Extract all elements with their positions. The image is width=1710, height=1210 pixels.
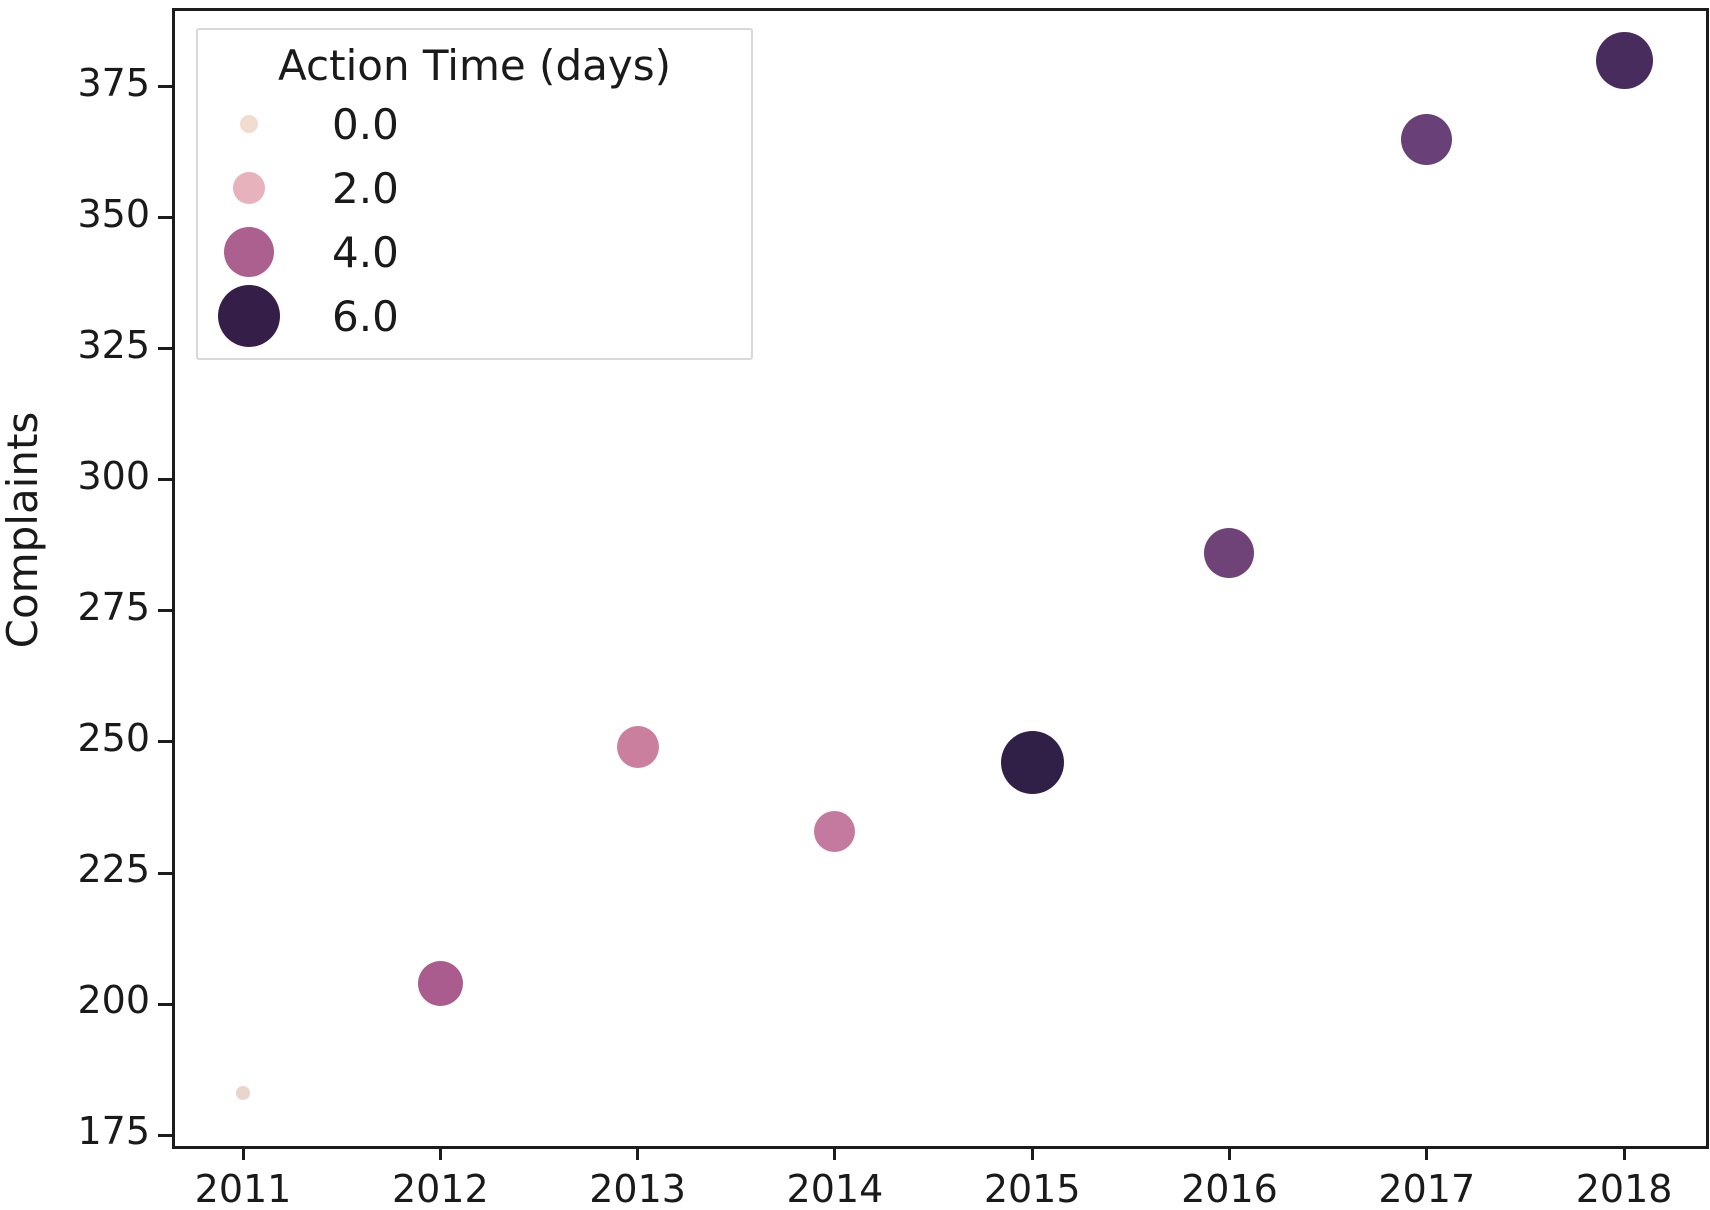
x-tick-mark: [1030, 1146, 1034, 1160]
x-tick-mark: [636, 1146, 640, 1160]
y-tick-mark: [158, 216, 172, 220]
x-tick-label: 2016: [1181, 1167, 1278, 1210]
legend: Action Time (days) 0.0 2.0 4.0 6.0: [196, 28, 753, 360]
data-point-2015: [1000, 731, 1064, 795]
y-tick-mark: [158, 478, 172, 482]
legend-rows: 0.0 2.0 4.0 6.0: [198, 92, 751, 348]
x-tick-label: 2015: [983, 1167, 1081, 1210]
data-point-2018: [1595, 31, 1653, 89]
legend-row: 2.0: [198, 156, 751, 220]
y-tick-label: 325: [77, 322, 150, 367]
x-tick-label: 2012: [391, 1167, 489, 1210]
y-tick-mark: [158, 1133, 172, 1137]
data-point-2011: [236, 1086, 251, 1101]
x-tick-mark: [833, 1146, 837, 1160]
data-point-2013: [616, 726, 659, 769]
legend-row: 4.0: [198, 220, 751, 284]
x-tick-label: 2011: [194, 1167, 292, 1210]
legend-row: 6.0: [198, 284, 751, 348]
x-tick-mark: [1227, 1146, 1231, 1160]
legend-marker-cell: [214, 172, 284, 204]
y-tick-mark: [158, 740, 172, 744]
x-tick-mark: [438, 1146, 442, 1160]
legend-entry-label: 2.0: [332, 163, 399, 213]
y-tick-mark: [158, 609, 172, 613]
y-tick-label: 350: [77, 191, 150, 236]
legend-entry-label: 4.0: [332, 227, 399, 277]
legend-marker-circle: [233, 172, 265, 204]
x-tick-label: 2013: [589, 1167, 686, 1210]
legend-row: 0.0: [198, 92, 751, 156]
y-tick-label: 175: [77, 1109, 150, 1154]
y-tick-mark: [158, 347, 172, 351]
x-tick-mark: [1622, 1146, 1626, 1160]
y-tick-label: 225: [77, 847, 150, 891]
legend-marker-circle: [224, 227, 274, 277]
legend-entry-label: 0.0: [332, 99, 399, 149]
y-tick-label: 200: [77, 978, 150, 1023]
y-tick-label: 275: [77, 584, 150, 629]
x-tick-label: 2017: [1378, 1167, 1476, 1210]
legend-marker-circle: [240, 115, 258, 133]
legend-marker-cell: [214, 285, 284, 347]
x-tick-mark: [241, 1146, 245, 1160]
x-tick-label: 2018: [1575, 1167, 1673, 1210]
data-point-2014: [814, 810, 856, 852]
data-point-2017: [1401, 113, 1453, 165]
legend-marker-circle: [218, 285, 280, 347]
y-tick-mark: [158, 1002, 172, 1006]
y-tick-label: 375: [77, 60, 150, 105]
y-tick-label: 250: [77, 715, 150, 760]
legend-marker-cell: [214, 227, 284, 277]
legend-marker-cell: [214, 115, 284, 133]
y-tick-label: 300: [77, 453, 150, 498]
y-tick-mark: [158, 85, 172, 89]
legend-title: Action Time (days): [278, 41, 671, 90]
x-tick-label: 2014: [786, 1167, 884, 1210]
data-point-2016: [1204, 528, 1255, 579]
data-point-2012: [417, 960, 463, 1006]
y-tick-mark: [158, 871, 172, 875]
x-tick-mark: [1425, 1146, 1429, 1160]
legend-entry-label: 6.0: [332, 291, 399, 341]
